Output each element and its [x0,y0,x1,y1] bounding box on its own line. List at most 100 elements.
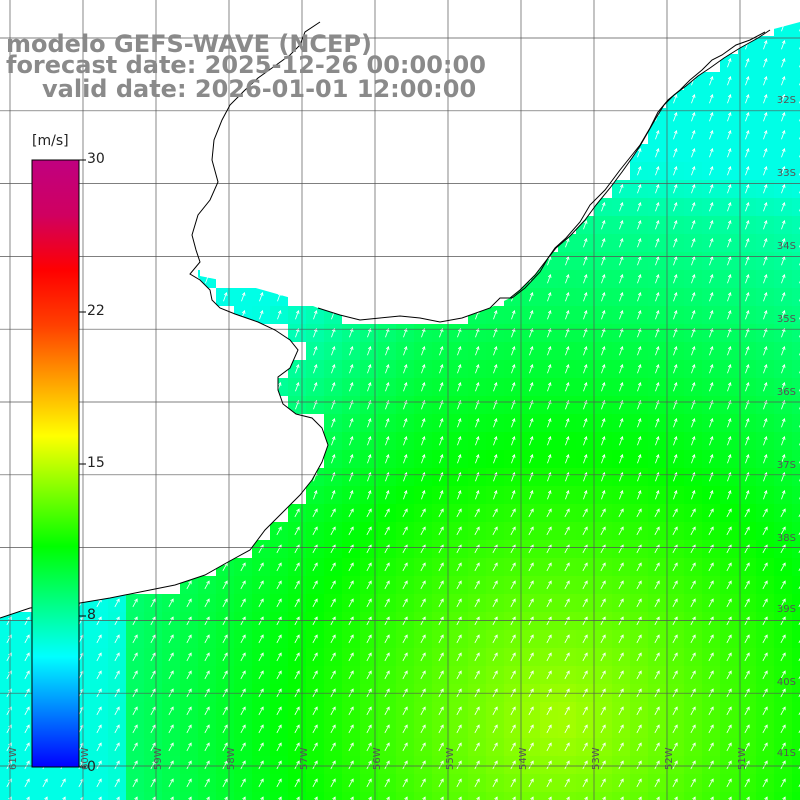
wind-arrow [114,634,120,644]
wind-arrow [6,652,12,662]
wind-arrow [636,670,642,680]
wind-arrow [330,652,336,662]
wind-arrow [385,435,390,446]
wind-arrow [258,580,264,590]
wind-arrow [726,526,732,536]
wind-cell [792,666,800,684]
wind-arrow [762,778,768,788]
wind-arrow [312,670,318,680]
lon-label: 53W [591,747,602,770]
wind-arrow [168,652,174,662]
wind-arrow [492,598,498,608]
wind-arrow [276,598,282,608]
wind-arrow [294,760,300,770]
wind-cell [162,792,180,800]
wind-arrow [168,778,174,788]
wind-arrow [204,742,210,752]
wind-arrow [474,562,480,572]
wind-arrow [782,796,786,800]
colorbar-gradient [31,159,80,768]
wind-arrow [565,381,570,392]
wind-arrow [475,489,480,500]
wind-arrow [656,796,660,800]
wind-arrow [745,165,750,176]
wind-arrow [438,652,444,662]
wind-arrow [655,327,660,338]
wind-arrow [780,652,786,662]
wind-arrow [403,327,408,338]
wind-arrow [618,562,624,572]
wind-arrow [781,57,786,68]
wind-arrow [673,183,678,194]
wind-arrow [763,435,768,446]
wind-arrow [547,489,552,500]
wind-arrow [402,526,408,536]
wind-cell [792,72,800,90]
wind-arrow [618,742,624,752]
wind-arrow [457,381,462,392]
wind-arrow [708,508,714,518]
wind-arrow [709,75,714,86]
wind-arrow [421,435,426,446]
wind-arrow [474,778,480,788]
wind-arrow [222,670,228,680]
wind-arrow [780,742,786,752]
wind-arrow [691,345,696,356]
wind-arrow [385,489,390,500]
wind-arrow [349,345,354,356]
wind-arrow [690,706,696,716]
wind-arrow [583,327,588,338]
wind-arrow [348,634,354,644]
wind-arrow [511,489,516,500]
wind-arrow [727,147,732,158]
wind-arrow [474,634,480,644]
wind-arrow [204,652,210,662]
wind-arrow [547,255,552,266]
wind-arrow [583,453,588,464]
wind-cell [18,792,36,800]
wind-arrow [6,778,12,788]
wind-arrow [762,526,768,536]
wind-arrow [690,616,696,626]
wind-arrow [366,724,372,734]
wind-cell [792,450,800,468]
wind-arrow [673,363,678,374]
wind-arrow [114,760,120,770]
wind-arrow [547,417,552,428]
wind-arrow [204,706,210,716]
wind-cell [792,414,800,432]
wind-arrow [366,706,372,716]
wind-arrow [672,544,678,554]
wind-arrow [583,309,588,320]
wind-arrow [492,778,498,788]
wind-arrow [474,526,480,536]
wind-arrow [456,778,462,788]
wind-arrow [240,634,246,644]
wind-arrow [672,580,678,590]
wind-arrow [402,724,408,734]
wind-arrow [547,291,552,302]
wind-arrow [762,742,768,752]
wind-arrow [780,526,786,536]
wind-cell [630,792,648,800]
wind-arrow [385,417,390,428]
wind-cell [540,792,558,800]
wind-arrow [691,219,696,230]
wind-arrow [510,544,516,554]
wind-arrow [726,562,732,572]
wind-arrow [565,345,570,356]
wind-arrow [6,634,12,644]
wind-cell [792,108,800,126]
wind-arrow [150,724,156,734]
wind-arrow [690,580,696,590]
wind-arrow [510,670,516,680]
wind-arrow [276,526,282,536]
wind-arrow [114,778,120,788]
wind-arrow [294,562,300,572]
wind-arrow [600,778,606,788]
wind-arrow [348,562,354,572]
wind-arrow [744,724,750,734]
wind-arrow [781,237,786,248]
wind-arrow [438,742,444,752]
wind-arrow [492,670,498,680]
